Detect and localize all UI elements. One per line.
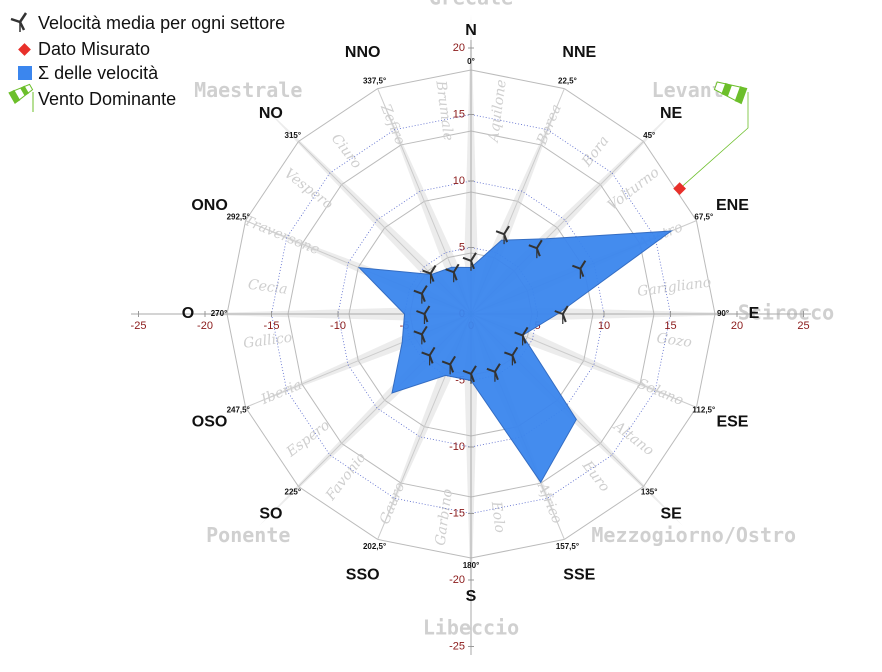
direction-label: SE [660, 505, 682, 522]
degree-label: 112,5° [692, 406, 715, 415]
minor-wind-name: Gozo [656, 331, 693, 351]
x-tick-label: -10 [330, 320, 346, 332]
minor-wind-name: Eolo [488, 500, 508, 534]
direction-label: NO [259, 105, 283, 122]
x-tick-label: -20 [197, 320, 213, 332]
main-wind-name: Mezzogiorno/Ostro [591, 523, 796, 547]
legend-label: Vento Dominante [38, 89, 176, 109]
y-tick-label: 15 [453, 108, 465, 120]
chart: MaestraleGrecaleLevanteSciroccoMezzogior… [0, 0, 882, 672]
minor-wind-name: Espero [283, 417, 333, 461]
legend-icon-diamond [18, 43, 31, 56]
dominant-line [680, 92, 748, 189]
x-tick-label: 25 [797, 320, 809, 332]
x-tick-label: -15 [264, 320, 280, 332]
legend-label: Σ delle velocità [38, 63, 159, 83]
legend-label: Dato Misurato [38, 39, 150, 59]
degree-label: 45° [643, 131, 655, 140]
legend-icon-turbine [11, 13, 26, 32]
minor-wind-name: Gallico [242, 330, 293, 352]
main-wind-name: Maestrale [194, 78, 302, 102]
y-tick-label: -20 [449, 574, 465, 586]
main-wind-name: Grecale [429, 0, 513, 10]
y-tick-label: -25 [449, 640, 465, 652]
direction-label: OSO [192, 414, 228, 431]
degree-label: 22,5° [558, 76, 577, 85]
legend-icon-square [18, 66, 32, 80]
degree-label: 202,5° [363, 542, 386, 551]
degree-label: 315° [285, 131, 302, 140]
legend-label: Velocità media per ogni settore [38, 13, 285, 33]
x-tick-label: 10 [598, 320, 610, 332]
direction-label: NNO [345, 44, 381, 61]
minor-wind-name: Africo [533, 479, 565, 526]
minor-wind-name: Garigliano [636, 274, 712, 300]
direction-label: E [749, 305, 760, 322]
minor-wind-name: Iberia [258, 377, 304, 408]
minor-wind-name: Zefiro [377, 101, 408, 147]
minor-wind-name: Aquilone [485, 79, 509, 145]
legend-icon-windsock [9, 82, 34, 103]
minor-wind-name: Cecia [247, 277, 288, 298]
degree-label: 67,5° [694, 213, 713, 222]
minor-wind-name: Borea [534, 102, 565, 148]
x-tick-label: 15 [664, 320, 676, 332]
degree-label: 270° [211, 309, 228, 318]
direction-label: S [466, 588, 477, 605]
minor-wind-name: Gauro [377, 480, 408, 526]
degree-label: 180° [463, 561, 480, 570]
degree-label: 247,5° [227, 406, 250, 415]
y-tick-label: -15 [449, 507, 465, 519]
minor-wind-name: Solano [635, 376, 686, 409]
direction-label: ESE [716, 414, 748, 431]
direction-label: ONO [191, 197, 227, 214]
degree-label: 90° [717, 309, 729, 318]
y-tick-label: 10 [453, 175, 465, 187]
minor-wind-name: Ciuro [328, 131, 365, 172]
direction-label: NNE [562, 44, 596, 61]
main-wind-name: Ponente [206, 523, 290, 547]
y-tick-label: 5 [459, 241, 465, 253]
x-tick-label: 20 [731, 320, 743, 332]
direction-label: SSE [563, 567, 595, 584]
sum-area [359, 231, 671, 482]
degree-label: 135° [641, 487, 658, 496]
direction-label: NE [660, 105, 683, 122]
direction-label: SSO [346, 567, 380, 584]
x-tick-label: -25 [131, 320, 147, 332]
direction-label: N [465, 22, 477, 39]
degree-label: 225° [285, 487, 302, 496]
degree-label: 157,5° [556, 542, 579, 551]
y-tick-label: 20 [453, 42, 465, 54]
minor-wind-name: Euro [578, 457, 612, 495]
minor-wind-name: Bora [579, 133, 613, 170]
y-tick-label: -10 [449, 441, 465, 453]
direction-label: O [182, 305, 194, 322]
degree-label: 292,5° [227, 213, 250, 222]
minor-wind-name: Traversone [242, 213, 322, 258]
direction-label: SO [259, 505, 282, 522]
degree-label: 337,5° [363, 76, 386, 85]
direction-label: ENE [716, 197, 749, 214]
degree-label: 0° [467, 57, 475, 66]
